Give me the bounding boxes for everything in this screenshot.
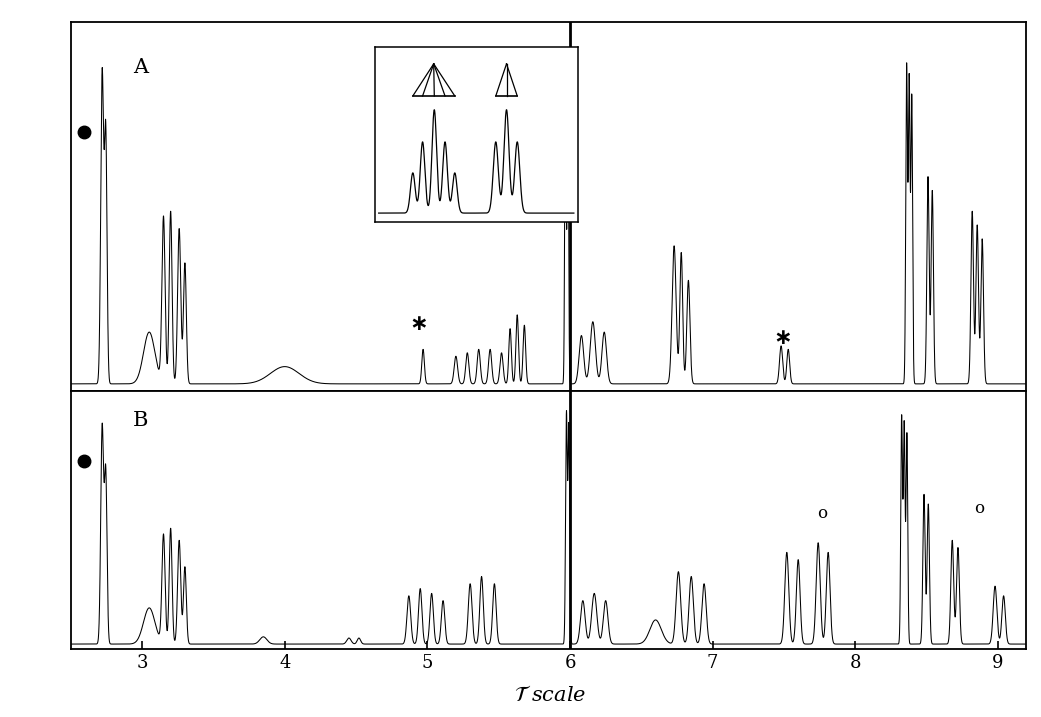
Text: o: o: [817, 505, 828, 522]
Text: B: B: [133, 412, 148, 430]
Text: o: o: [974, 500, 985, 518]
Text: ∗: ∗: [773, 328, 792, 348]
Text: ∗: ∗: [409, 314, 428, 334]
Text: A: A: [133, 59, 148, 77]
Text: $\mathcal{T}$ scale: $\mathcal{T}$ scale: [513, 685, 586, 706]
